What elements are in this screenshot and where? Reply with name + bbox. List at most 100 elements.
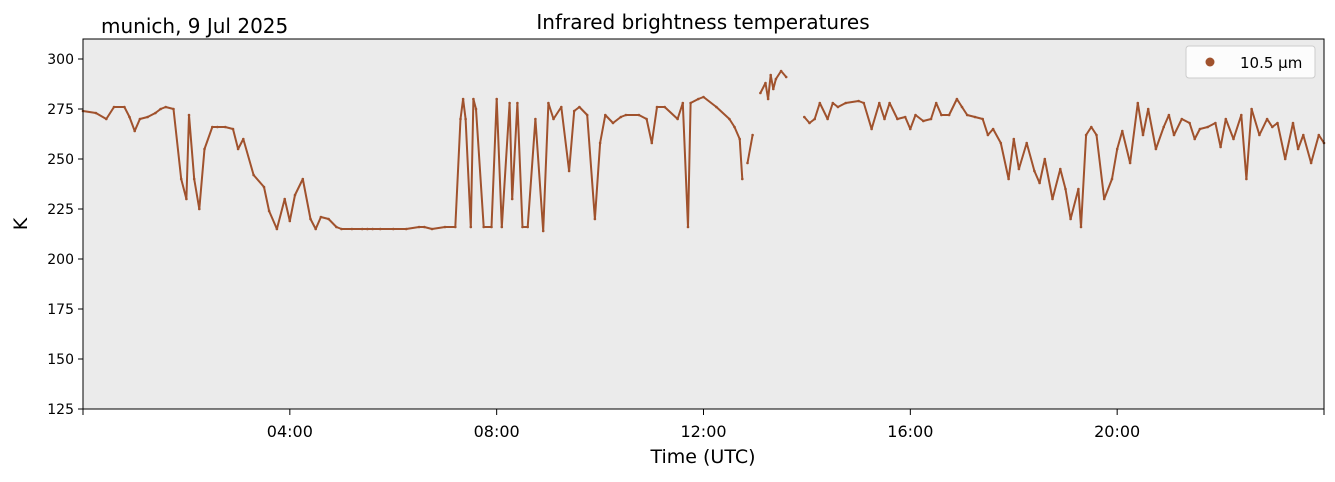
data-point <box>94 111 98 115</box>
x-tick-label: 08:00 <box>474 422 520 441</box>
data-point <box>702 95 705 99</box>
data-point <box>105 117 108 121</box>
data-point <box>955 97 959 101</box>
data-point <box>1059 167 1062 171</box>
data-point <box>686 225 690 229</box>
data-point <box>598 141 602 145</box>
data-point <box>572 109 576 113</box>
data-point <box>973 115 977 119</box>
data-point <box>521 225 524 229</box>
data-point <box>766 97 770 101</box>
plot-area <box>83 39 1324 409</box>
data-point <box>443 225 447 229</box>
data-point <box>888 101 891 105</box>
legend-marker <box>1205 57 1215 67</box>
data-point <box>526 225 529 229</box>
data-point <box>154 111 157 115</box>
data-point <box>986 133 990 137</box>
y-tick-label: 275 <box>47 102 74 118</box>
data-point <box>836 105 840 109</box>
data-point <box>172 107 175 111</box>
data-point <box>813 117 816 121</box>
data-point <box>392 227 395 231</box>
data-point <box>741 177 744 181</box>
legend: 10.5 µm <box>1185 45 1316 79</box>
legend-box <box>1185 45 1316 79</box>
data-point <box>552 117 555 121</box>
data-point <box>267 209 271 213</box>
data-point <box>242 137 245 141</box>
data-point <box>464 117 467 121</box>
data-point <box>1193 137 1196 141</box>
data-point <box>929 117 933 121</box>
data-point <box>774 77 778 81</box>
data-point <box>293 193 297 197</box>
data-point <box>697 97 700 101</box>
data-point <box>1090 125 1093 129</box>
data-point <box>1283 157 1287 161</box>
data-point <box>1162 125 1165 129</box>
series-line-segment <box>759 70 787 100</box>
data-point <box>560 105 563 109</box>
data-point <box>187 113 191 117</box>
data-point <box>1188 121 1191 125</box>
data-point <box>159 107 162 111</box>
data-point <box>262 185 266 189</box>
data-point <box>495 97 499 101</box>
data-point <box>1033 169 1036 173</box>
data-point <box>203 147 206 151</box>
data-point <box>803 115 806 119</box>
data-point <box>960 105 964 109</box>
data-point <box>1102 197 1106 201</box>
y-tick-label: 175 <box>47 302 74 318</box>
data-point <box>1265 117 1269 121</box>
data-point <box>947 113 951 117</box>
data-point <box>423 225 426 229</box>
data-point <box>1245 177 1248 181</box>
data-point <box>360 227 364 231</box>
data-point <box>236 147 240 151</box>
series-line-segment <box>803 98 1325 228</box>
data-point <box>1302 133 1305 137</box>
data-point <box>1077 187 1080 191</box>
data-point <box>1128 161 1132 165</box>
series-layer <box>81 69 1326 233</box>
data-point <box>472 97 475 101</box>
data-point <box>831 101 835 105</box>
data-point <box>604 113 607 117</box>
data-point <box>991 127 995 131</box>
data-point <box>624 113 628 117</box>
data-point <box>275 227 279 231</box>
data-point <box>309 217 312 221</box>
data-point <box>192 177 196 181</box>
data-point <box>681 101 685 105</box>
data-point <box>319 215 323 219</box>
data-point <box>903 115 907 119</box>
data-point <box>1309 161 1313 165</box>
location-date-label: munich, 9 Jul 2025 <box>101 14 288 38</box>
data-point <box>1136 101 1140 105</box>
legend-label: 10.5 µm <box>1240 54 1302 72</box>
data-point <box>510 197 514 201</box>
data-point <box>500 225 504 229</box>
data-point <box>474 107 478 111</box>
y-tick-label: 250 <box>47 152 74 168</box>
y-tick-label: 300 <box>47 52 74 68</box>
data-point <box>593 217 597 221</box>
data-point <box>1214 121 1217 125</box>
data-point <box>689 101 692 105</box>
data-point <box>146 115 149 119</box>
data-point <box>1007 177 1010 181</box>
data-point <box>1180 117 1184 121</box>
data-point <box>1110 177 1114 181</box>
data-point <box>314 227 318 231</box>
data-point <box>1206 125 1209 129</box>
data-point <box>909 127 912 131</box>
data-point <box>1017 167 1021 171</box>
data-point <box>1154 147 1158 151</box>
x-tick-label: 16:00 <box>887 422 933 441</box>
data-point <box>430 227 434 231</box>
data-point <box>883 117 886 121</box>
data-point <box>940 113 943 117</box>
data-point <box>288 219 292 223</box>
